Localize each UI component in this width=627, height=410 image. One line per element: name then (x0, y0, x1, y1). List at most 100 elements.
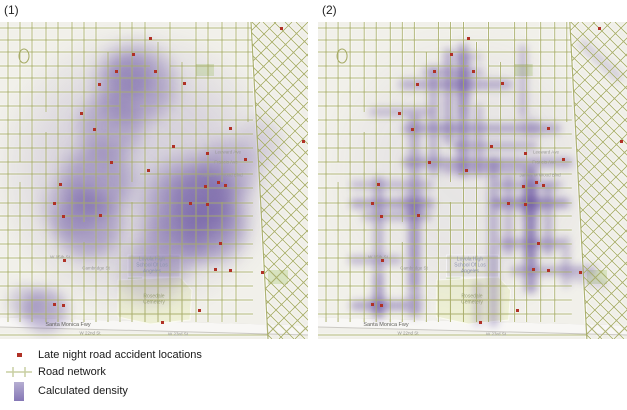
place-label: Cambridge St (82, 265, 110, 271)
density-segment (398, 79, 513, 89)
accident-dot (63, 259, 66, 262)
accident-dot (204, 185, 207, 188)
road-network-layer (318, 22, 627, 339)
legend-row-roads: Road network (0, 364, 106, 380)
map-panel-planar-density: Loyola High School Of Los Angeles Rosedal… (0, 22, 308, 339)
place-label: W 22nd St (79, 330, 101, 336)
map-attribution-icon (602, 304, 615, 315)
density-swatch-icon (0, 381, 38, 401)
density-segment (374, 273, 382, 318)
density-blob (190, 132, 266, 208)
density-segment (474, 280, 482, 326)
density-blob (52, 135, 142, 225)
accident-dot (380, 304, 383, 307)
density-segment (491, 198, 570, 208)
accident-dot (98, 83, 101, 86)
road-grid (318, 22, 587, 337)
legend-density-label: Calculated density (38, 385, 128, 397)
density-segment (362, 212, 432, 220)
accident-dot (206, 152, 209, 155)
accident-dot (562, 158, 565, 161)
density-blob (366, 293, 390, 317)
accident-marker-icon (0, 353, 38, 357)
map-attribution-icon (283, 304, 296, 315)
cemetery-area (435, 276, 512, 325)
density-blob (449, 70, 477, 98)
accident-dots-layer (0, 22, 308, 339)
density-segment (348, 256, 402, 264)
density-blob (133, 145, 257, 269)
accident-dot (417, 214, 420, 217)
place-label: James M Wood Blvd (519, 172, 561, 178)
density-segment (562, 236, 570, 288)
density-segment (474, 103, 482, 176)
accident-dot (507, 202, 510, 205)
accident-dot (172, 145, 175, 148)
accident-dot (115, 70, 118, 73)
map-panel-network-density: Loyola High School Of Los Angeles Rosedal… (318, 22, 627, 339)
legend-row-density: Calculated density (0, 379, 128, 403)
accident-dot (206, 203, 209, 206)
legend-road-label: Road network (38, 366, 106, 378)
density-segment (458, 43, 468, 177)
density-blob (230, 112, 290, 172)
loop-road (336, 48, 348, 64)
density-blob (35, 172, 105, 242)
accident-dot (542, 184, 545, 187)
density-blob (17, 282, 73, 338)
place-label: Leeward Ave (215, 149, 241, 155)
density-segment (401, 123, 561, 133)
place-label: Rosedale Cemetery (461, 293, 483, 305)
accident-dot (280, 27, 283, 30)
accident-dot (261, 271, 264, 274)
road-grid-diagonal (251, 22, 308, 339)
loop-road (18, 48, 30, 64)
cemetery-area (117, 276, 193, 325)
accident-dot (80, 112, 83, 115)
accident-dot (428, 161, 431, 164)
accident-dot (381, 259, 384, 262)
accident-dot (217, 181, 220, 184)
place-label: Cambridge St (400, 265, 428, 271)
accident-dot (149, 37, 152, 40)
density-segment (349, 300, 409, 310)
density-blob (70, 87, 150, 167)
place-label: Loyola High School Of Los Angeles (454, 256, 486, 274)
accident-dot (547, 269, 550, 272)
density-segment (496, 181, 562, 189)
accident-dot (132, 53, 135, 56)
accident-dot (302, 140, 305, 143)
accident-dot (219, 242, 222, 245)
density-blob (514, 187, 546, 219)
road-grid (0, 22, 268, 337)
density-segment (509, 265, 597, 275)
panel-2-label: (2) (322, 3, 337, 17)
density-segment (349, 198, 435, 208)
place-label: W 15th St (50, 254, 70, 260)
accident-dot (522, 185, 525, 188)
density-blob (110, 232, 190, 312)
basemap-layer (0, 22, 308, 339)
density-segment (401, 157, 573, 167)
accident-dot (198, 309, 201, 312)
accident-dot (535, 181, 538, 184)
school-area (127, 254, 181, 278)
density-segment (409, 112, 419, 317)
density-segment (498, 238, 565, 248)
accident-dot (537, 242, 540, 245)
density-blob (402, 293, 426, 317)
road-grid-diagonal (569, 22, 627, 339)
accident-dot (620, 140, 623, 143)
density-segment (519, 44, 527, 118)
place-label: W 15th St (368, 254, 388, 260)
accident-dot (183, 82, 186, 85)
park-area (196, 64, 214, 76)
accident-dot (411, 128, 414, 131)
density-blob (130, 207, 210, 287)
accident-dot (371, 202, 374, 205)
place-label: W 23rd St (167, 331, 189, 337)
place-label: W 23rd St (485, 331, 507, 337)
place-label: W 22nd St (397, 330, 419, 336)
road-network-icon (0, 366, 38, 378)
accident-swatch (16, 353, 22, 357)
